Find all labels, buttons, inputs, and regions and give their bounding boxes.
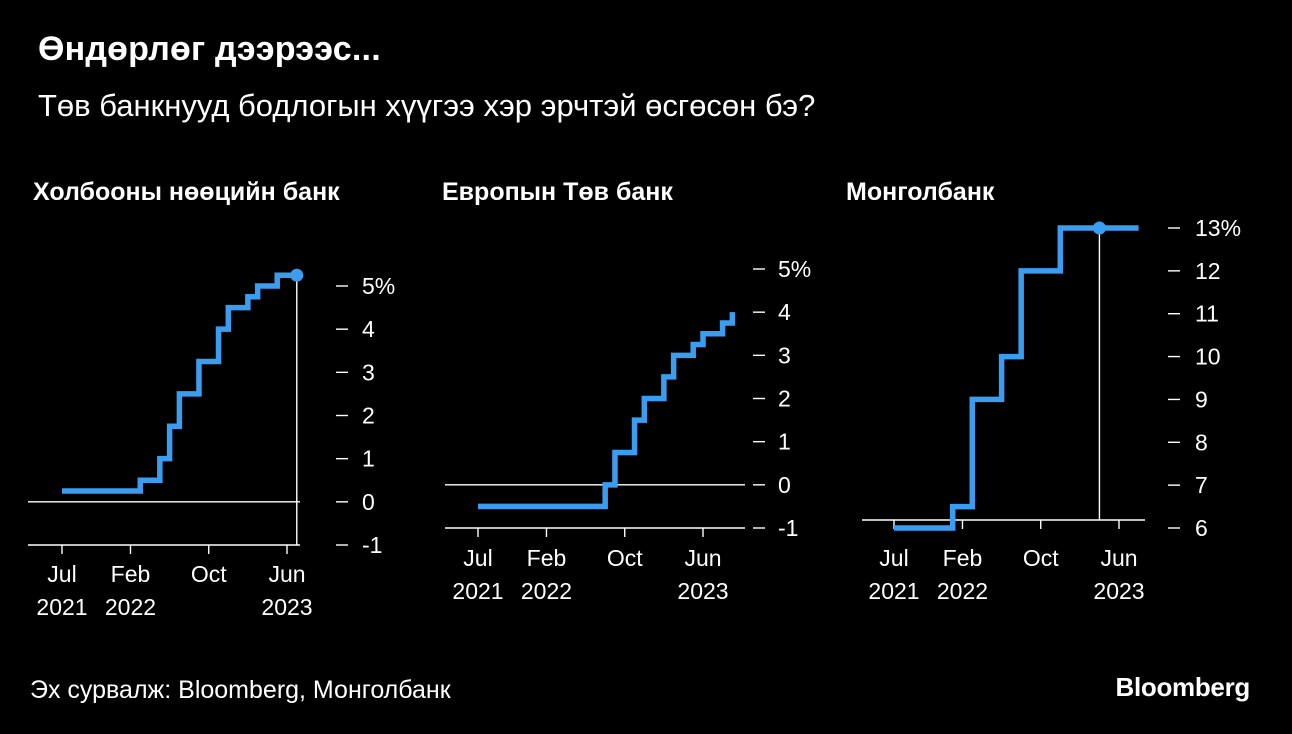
rate-step-line bbox=[62, 272, 297, 494]
x-tick-year-label: 2023 bbox=[677, 578, 728, 604]
y-tick-label: 12 bbox=[1195, 258, 1221, 284]
y-tick-label: 8 bbox=[1195, 429, 1208, 455]
x-tick-label: Oct bbox=[1023, 545, 1059, 571]
y-tick-label: 11 bbox=[1195, 301, 1219, 327]
y-tick-label: 6 bbox=[1195, 515, 1208, 541]
latest-point bbox=[290, 268, 304, 282]
x-tick-label: Jun bbox=[684, 545, 721, 571]
panel-title-mongolbank: Монголбанк bbox=[846, 178, 995, 206]
chart-subtitle: Төв банкнууд бодлогын хүүгээ хэр эрчтэй … bbox=[38, 88, 816, 123]
x-tick-label: Feb bbox=[527, 545, 567, 571]
y-tick-label: 7 bbox=[1195, 472, 1208, 498]
x-tick-label: Jul bbox=[463, 545, 492, 571]
x-tick-year-label: 2023 bbox=[1093, 578, 1144, 604]
y-tick-label: 5% bbox=[362, 273, 395, 299]
panel-fed: Jul 2021 Feb 2022 Oct Jun 2023 -1 0 1 2 3 4 5% bbox=[28, 268, 395, 620]
panel-mongolbank: Jul 2021 Feb 2022 Oct Jun 2023 6 7 8 9 10 11 12 13% bbox=[862, 215, 1241, 604]
bloomberg-logo: Bloomberg bbox=[1115, 672, 1250, 702]
x-tick-label: Jun bbox=[268, 561, 305, 587]
x-tick-label: Feb bbox=[111, 561, 151, 587]
y-tick-label: 13% bbox=[1195, 215, 1241, 241]
y-tick-label: 4 bbox=[362, 316, 375, 342]
y-tick-label: 2 bbox=[362, 403, 375, 429]
y-tick-label: 10 bbox=[1195, 344, 1221, 370]
panel-title-ecb: Европын Төв банк bbox=[442, 178, 673, 206]
x-tick-year-label: 2021 bbox=[868, 578, 919, 604]
y-tick-label: 5% bbox=[778, 256, 811, 282]
y-tick-label: 0 bbox=[778, 472, 791, 498]
rate-step-line bbox=[894, 225, 1139, 531]
x-tick-label: Jul bbox=[47, 561, 76, 587]
panel-ecb: Jul 2021 Feb 2022 Oct Jun 2023 -1 0 1 2 3 4 5% bbox=[445, 256, 811, 604]
x-tick-year-label: 2021 bbox=[452, 578, 503, 604]
x-tick-year-label: 2021 bbox=[36, 594, 87, 620]
x-tick-label: Oct bbox=[607, 545, 643, 571]
x-tick-label: Oct bbox=[191, 561, 227, 587]
x-tick-label: Feb bbox=[943, 545, 983, 571]
y-tick-label: 3 bbox=[362, 359, 375, 385]
rate-step-line bbox=[478, 312, 736, 510]
x-tick-year-label: 2023 bbox=[261, 594, 312, 620]
y-tick-label: 2 bbox=[778, 386, 791, 412]
latest-point bbox=[1092, 221, 1106, 235]
y-tick-label: 1 bbox=[778, 429, 791, 455]
y-tick-label: -1 bbox=[778, 515, 798, 541]
panel-title-fed: Холбооны нөөцийн банк bbox=[33, 178, 340, 206]
x-tick-year-label: 2022 bbox=[937, 578, 988, 604]
x-tick-label: Jul bbox=[879, 545, 908, 571]
y-tick-label: 4 bbox=[778, 299, 791, 325]
x-tick-year-label: 2022 bbox=[105, 594, 156, 620]
y-tick-label: 1 bbox=[362, 446, 375, 472]
y-tick-label: 0 bbox=[362, 489, 375, 515]
x-tick-label: Jun bbox=[1100, 545, 1137, 571]
y-tick-label: 3 bbox=[778, 342, 791, 368]
y-tick-label: 9 bbox=[1195, 386, 1208, 412]
chart-title: Өндөрлөг дээрээс... bbox=[38, 30, 381, 68]
source-note: Эх сурвалж: Bloomberg, Монголбанк bbox=[30, 676, 451, 704]
x-tick-year-label: 2022 bbox=[521, 578, 572, 604]
y-tick-label: -1 bbox=[362, 532, 382, 558]
